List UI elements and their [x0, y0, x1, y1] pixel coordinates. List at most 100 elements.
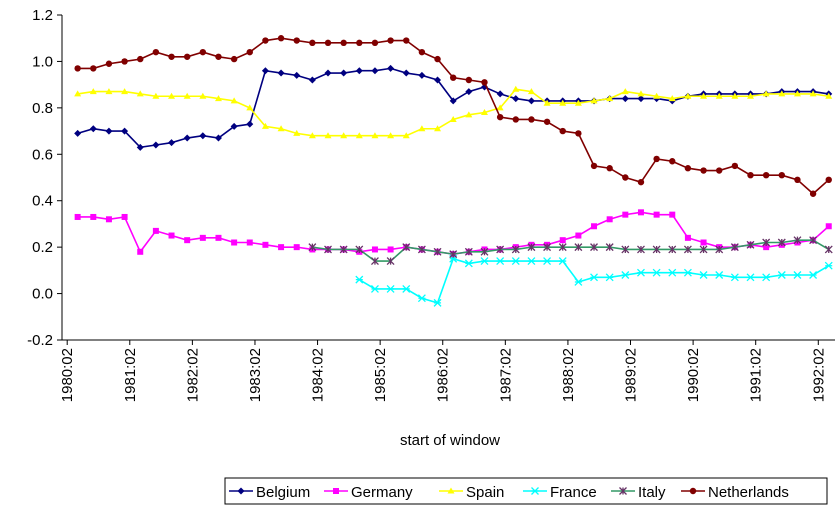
legend-label: Italy: [638, 484, 666, 501]
marker: [121, 88, 129, 95]
marker: [730, 273, 739, 282]
marker: [762, 171, 770, 179]
marker: [637, 209, 644, 216]
marker: [591, 223, 598, 230]
marker: [136, 143, 144, 151]
marker: [684, 92, 692, 99]
marker: [293, 129, 301, 136]
marker: [152, 141, 160, 149]
marker: [214, 134, 222, 142]
marker: [558, 257, 567, 266]
marker: [324, 69, 332, 77]
legend: Belgium Germany Spain France Italy Netherland…: [224, 477, 828, 505]
marker: [730, 243, 739, 252]
marker: [371, 246, 378, 253]
marker: [689, 487, 697, 495]
marker: [669, 158, 676, 165]
marker: [715, 92, 723, 99]
y-tick-label: 0.0: [32, 286, 53, 303]
marker: [575, 130, 582, 137]
marker: [778, 90, 786, 97]
x-tick-label: 1981:02: [122, 348, 139, 402]
marker: [762, 90, 770, 97]
x-tick-label: 1988:02: [560, 348, 577, 402]
marker: [496, 104, 504, 111]
x-tick-label: 1985:02: [372, 348, 389, 402]
marker: [668, 245, 677, 254]
marker: [278, 244, 285, 251]
marker: [825, 223, 832, 230]
marker: [637, 245, 645, 254]
legend-label: Netherlands: [708, 484, 789, 501]
marker: [653, 155, 660, 163]
marker: [731, 92, 739, 99]
marker: [512, 95, 520, 103]
marker: [684, 234, 691, 241]
marker: [621, 271, 630, 279]
marker: [277, 125, 285, 132]
marker: [669, 211, 676, 218]
marker: [370, 284, 379, 293]
marker: [152, 48, 160, 56]
marker: [606, 216, 613, 223]
marker: [731, 162, 739, 170]
marker: [105, 216, 112, 223]
marker: [574, 243, 583, 252]
marker: [183, 53, 191, 60]
marker: [215, 53, 222, 60]
marker: [355, 245, 364, 254]
marker: [699, 245, 708, 254]
marker: [356, 39, 363, 47]
marker: [559, 127, 566, 135]
marker: [746, 273, 755, 282]
marker: [715, 245, 724, 254]
marker: [137, 248, 144, 255]
marker: [747, 171, 754, 179]
marker: [340, 69, 348, 77]
marker: [464, 247, 473, 256]
marker: [417, 245, 426, 254]
marker: [531, 487, 539, 495]
marker: [496, 90, 504, 98]
marker: [355, 275, 364, 284]
series-line: [77, 211, 830, 255]
marker: [324, 39, 332, 47]
marker: [559, 99, 567, 106]
marker: [199, 132, 207, 140]
marker: [293, 71, 301, 79]
marker: [246, 120, 254, 128]
marker: [590, 162, 598, 170]
marker: [152, 227, 159, 234]
marker: [793, 271, 802, 279]
marker: [293, 37, 300, 44]
marker: [105, 60, 113, 67]
marker: [809, 90, 817, 97]
marker: [825, 176, 832, 184]
marker: [512, 85, 520, 92]
marker: [543, 243, 552, 252]
marker: [480, 109, 488, 115]
x-tick-label: 1984:02: [310, 348, 327, 402]
marker: [621, 245, 630, 254]
marker: [386, 257, 395, 266]
marker: [168, 232, 175, 239]
marker: [387, 64, 395, 72]
y-tick-label: 0.6: [32, 146, 53, 163]
marker: [700, 92, 708, 99]
marker: [575, 232, 582, 239]
marker: [809, 236, 818, 245]
marker: [465, 111, 473, 118]
marker: [653, 211, 660, 218]
marker: [418, 125, 426, 132]
marker: [246, 239, 253, 246]
marker: [464, 259, 473, 268]
marker: [89, 125, 97, 133]
marker: [246, 104, 254, 111]
marker: [558, 243, 567, 252]
legend-label: France: [550, 484, 597, 501]
marker: [105, 127, 113, 135]
marker: [417, 294, 426, 303]
marker: [762, 273, 771, 282]
marker: [762, 238, 771, 247]
x-axis-label: start of window: [400, 432, 500, 449]
